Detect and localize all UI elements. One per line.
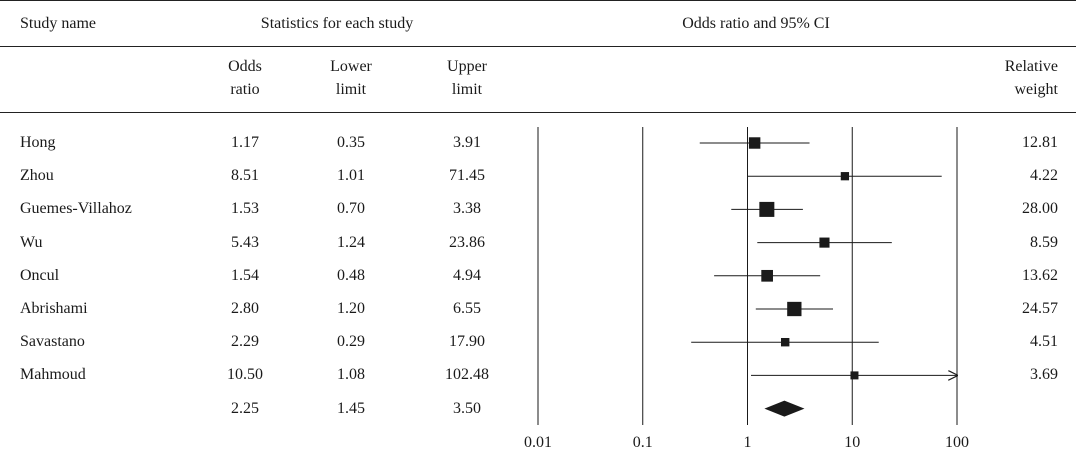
- lower-limit-value: 0.48: [337, 266, 365, 284]
- point-estimate: [780, 337, 790, 347]
- upper-limit-value: 4.94: [453, 266, 481, 284]
- x-tick-label: 0.01: [524, 434, 552, 451]
- study-name: Savastano: [20, 333, 85, 351]
- lower-limit-value: 0.29: [337, 333, 365, 351]
- study-name-header: Study name: [20, 15, 96, 32]
- pooled-diamond: [764, 400, 805, 417]
- upper-limit-value: 71.45: [449, 167, 485, 185]
- upper-limit-value: 3.38: [453, 200, 481, 218]
- study-name: Guemes-Villahoz: [20, 200, 132, 218]
- odds-ratio-value: 2.29: [231, 333, 259, 351]
- point-estimate: [840, 172, 850, 181]
- statistics-header: Statistics for each study: [260, 15, 414, 32]
- odds-ratio-value: 2.80: [231, 300, 259, 317]
- study-name: Wu: [20, 233, 43, 251]
- point-estimate: [850, 371, 859, 380]
- upper-limit-value: 3.91: [453, 134, 481, 151]
- relative-weight-header-line2: weight: [1014, 81, 1058, 98]
- study-name: Hong: [20, 134, 56, 151]
- point-estimate: [787, 301, 802, 317]
- relative-weight-value: 12.81: [1022, 134, 1058, 151]
- relative-weight-value: 28.00: [1022, 200, 1058, 218]
- lower-limit-header-line2: limit: [335, 81, 367, 98]
- point-estimate: [759, 201, 775, 217]
- odds-ratio-value: 8.51: [231, 167, 259, 185]
- relative-weight-header-line1: Relative: [1004, 58, 1058, 75]
- study-name: Mahmoud: [20, 366, 86, 384]
- upper-limit-value: 6.55: [453, 300, 481, 317]
- relative-weight-value: 4.22: [1030, 167, 1058, 185]
- odds-ratio-value: 1.53: [231, 200, 259, 218]
- lower-limit-value: 1.08: [337, 366, 365, 384]
- lower-limit-header-line1: Lower: [330, 58, 372, 75]
- upper-limit-value: 17.90: [449, 333, 485, 351]
- point-estimate: [748, 137, 761, 149]
- upper-limit-header-line1: Upper: [447, 58, 487, 75]
- upper-limit-value: 102.48: [445, 366, 489, 384]
- summary-odds-ratio: 2.25: [231, 399, 259, 417]
- odds-ratio-value: 1.54: [231, 266, 259, 284]
- study-name: Zhou: [20, 167, 54, 185]
- study-name: Abrishami: [20, 300, 88, 317]
- x-tick-label: 0.1: [633, 434, 653, 451]
- summary-lower-limit: 1.45: [337, 399, 365, 417]
- lower-limit-value: 1.01: [337, 167, 365, 185]
- odds-ratio-header-line1: Odds: [228, 58, 262, 75]
- upper-limit-header-line2: limit: [451, 81, 483, 98]
- subheader-divider: [0, 112, 1076, 113]
- relative-weight-value: 4.51: [1030, 333, 1058, 351]
- lower-limit-value: 1.20: [337, 300, 365, 317]
- x-tick-label: 1: [744, 434, 752, 451]
- point-estimate: [819, 237, 830, 248]
- relative-weight-value: 24.57: [1022, 300, 1058, 317]
- lower-limit-value: 0.70: [337, 200, 365, 218]
- relative-weight-value: 13.62: [1022, 266, 1058, 284]
- odds-ratio-header-line2: ratio: [230, 81, 260, 98]
- odds-ratio-value: 10.50: [227, 366, 263, 384]
- relative-weight-value: 8.59: [1030, 233, 1058, 251]
- lower-limit-value: 1.24: [337, 233, 365, 251]
- relative-weight-value: 3.69: [1030, 366, 1058, 384]
- top-rule: [0, 0, 1076, 1]
- summary-upper-limit: 3.50: [453, 399, 481, 417]
- upper-limit-value: 23.86: [449, 233, 485, 251]
- study-name: Oncul: [20, 266, 60, 284]
- odds-ratio-value: 1.17: [231, 134, 259, 151]
- header-divider: [0, 46, 1076, 47]
- lower-limit-value: 0.35: [337, 134, 365, 151]
- point-estimate: [761, 269, 773, 282]
- plot-title: Odds ratio and 95% CI: [682, 15, 830, 32]
- odds-ratio-value: 5.43: [231, 233, 259, 251]
- x-tick-label: 100: [945, 434, 969, 451]
- x-tick-label: 10: [844, 434, 860, 451]
